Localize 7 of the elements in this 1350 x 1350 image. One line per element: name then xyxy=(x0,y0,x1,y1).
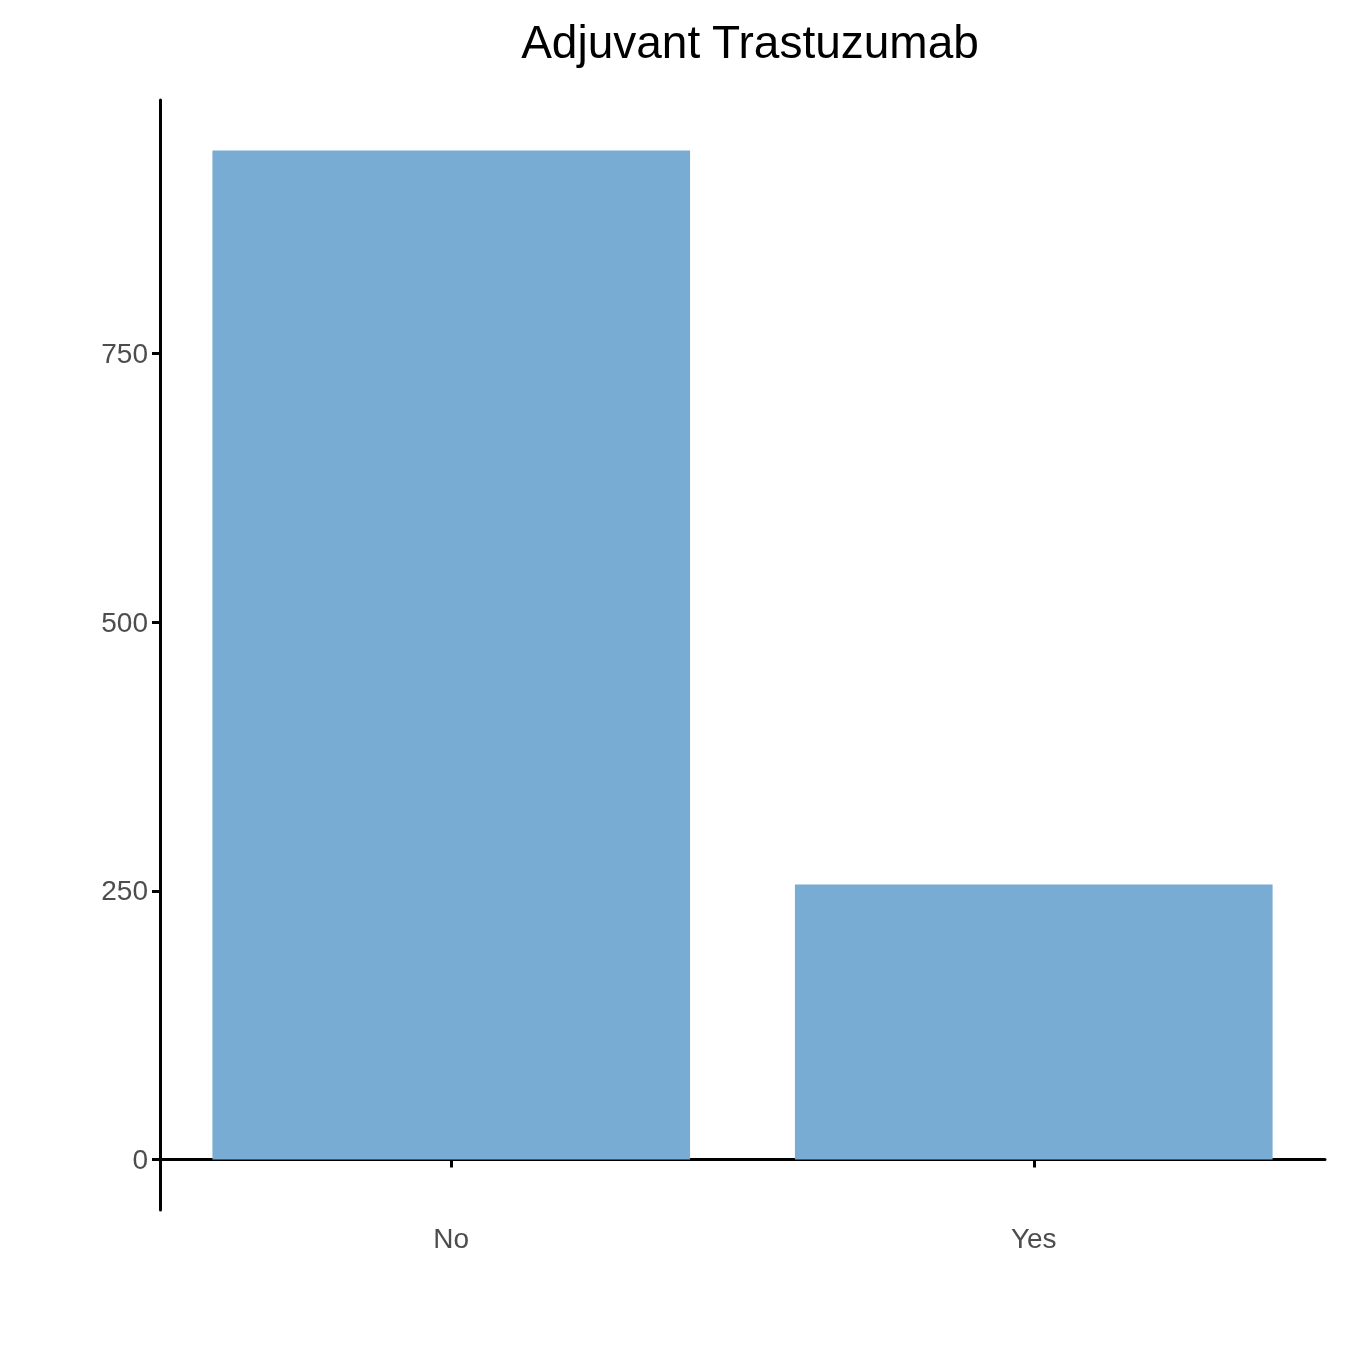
y-tick-label: 250 xyxy=(101,875,148,907)
x-tick-label: No xyxy=(433,1222,470,1254)
y-tick-label: 750 xyxy=(101,338,148,370)
chart-title: Adjuvant Trastuzumab xyxy=(521,16,979,68)
x-tick-label: Yes xyxy=(1010,1222,1057,1254)
y-tick-label: 500 xyxy=(101,606,148,638)
y-tick-label: 0 xyxy=(132,1144,148,1175)
